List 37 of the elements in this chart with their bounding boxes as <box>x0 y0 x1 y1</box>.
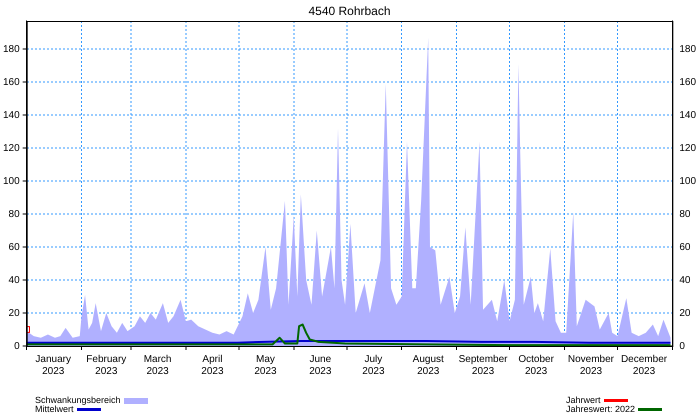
legend-label: Jahreswert: 2022 <box>566 404 636 414</box>
y2-tick-label: 60 <box>679 242 691 253</box>
x-tick-label: June 2023 <box>309 354 332 377</box>
x-tick-label: April 2023 <box>201 354 224 377</box>
chart-title: 4540 Rohrbach <box>307 4 392 18</box>
y2-tick-label: 40 <box>679 274 691 286</box>
x-tick-label: July 2023 <box>362 354 385 377</box>
legend-label: Mittelwert <box>35 404 74 414</box>
legend-label: Jahrwert <box>566 395 601 405</box>
x-tick-label: May 2023 <box>254 354 278 377</box>
y-tick-label: 20 <box>8 308 20 319</box>
x-tick-label: March 2023 <box>144 354 172 377</box>
y2-tick-label: 160 <box>679 76 696 88</box>
y2-tick-label: 180 <box>679 44 696 55</box>
y-tick-label: 0 <box>14 340 20 352</box>
y-tick-label: 40 <box>8 274 20 286</box>
y2-tick-label: 140 <box>679 110 696 121</box>
x-tick-label: November 2023 <box>568 354 615 377</box>
x-tick-label: January 2023 <box>35 354 72 377</box>
y-tick-label: 60 <box>8 242 20 253</box>
y-tick-label: 140 <box>2 110 20 121</box>
x-tick-label: September 2023 <box>458 354 508 377</box>
y-tick-label: 80 <box>8 208 20 220</box>
y2-tick-label: 120 <box>679 142 696 154</box>
x-tick-label: December 2023 <box>620 354 668 377</box>
y2-tick-label: 100 <box>679 176 696 187</box>
y2-tick-label: 0 <box>679 340 686 352</box>
y-tick-label: 180 <box>2 44 20 55</box>
y2-tick-label: 20 <box>679 308 691 319</box>
y2-tick-label: 80 <box>679 208 691 220</box>
y-tick-label: 100 <box>2 176 20 187</box>
legend-label: Schwankungsbereich <box>35 395 121 405</box>
x-tick-label: August 2023 <box>412 354 444 377</box>
x-tick-label: October 2023 <box>518 354 555 377</box>
y-tick-label: 120 <box>2 142 20 154</box>
y-tick-label: 160 <box>2 76 20 88</box>
x-tick-label: February 2023 <box>86 354 126 377</box>
